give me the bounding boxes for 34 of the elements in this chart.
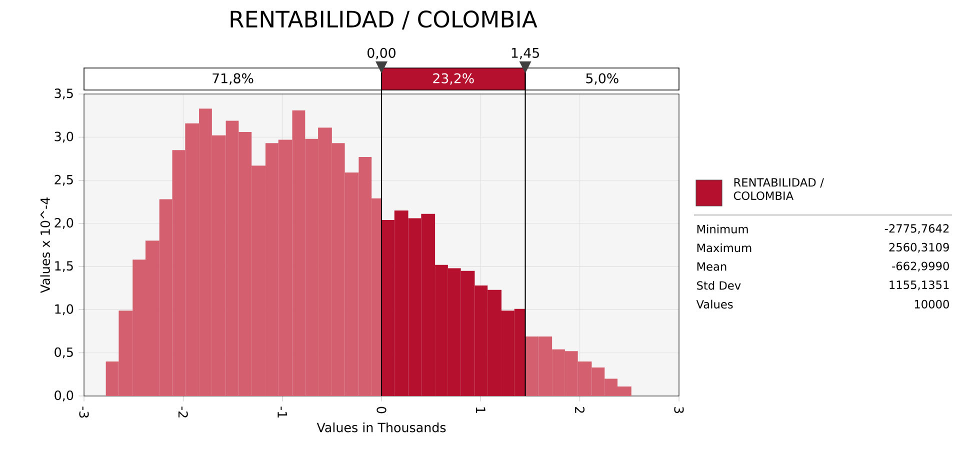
- y-tick-label: 2,5: [54, 174, 73, 186]
- y-tick-label: 3,5: [54, 88, 73, 100]
- text: Mean: [697, 262, 726, 271]
- x-tick-label: -1: [278, 406, 287, 418]
- x-tick-label: 1: [476, 407, 486, 413]
- x-tick-label: 3: [674, 406, 684, 414]
- text: Values: [696, 300, 733, 309]
- x-axis-title: Values in Thousands: [316, 422, 446, 432]
- text: 2560,3109: [889, 242, 949, 253]
- chart-title: RENTABILIDAD / COLOMBIA: [230, 10, 538, 30]
- text: -662,9990: [892, 262, 949, 272]
- ref-line-label: 0,00: [368, 48, 396, 60]
- text: 5,0%: [586, 73, 618, 85]
- legend-label: RENTABILIDAD / COLOMBIA: [734, 178, 824, 200]
- text: 23,2%: [433, 73, 474, 85]
- text: 10000: [914, 300, 949, 308]
- text: Maximum: [697, 243, 752, 252]
- y-tick-label: 2,0: [54, 218, 74, 229]
- x-tick-label: 0: [376, 406, 386, 414]
- text: -2775,7642: [884, 224, 949, 234]
- y-tick-label: 0,0: [54, 390, 74, 402]
- y-tick-label: 1,5: [55, 261, 73, 272]
- ref-line-label: 1,45: [512, 48, 539, 60]
- x-tick-label: -2: [178, 406, 188, 418]
- x-tick-label: -3: [79, 406, 89, 418]
- y-tick-label: 1,0: [55, 304, 74, 316]
- y-tick-label: 0,5: [54, 347, 73, 358]
- x-tick-label: 2: [575, 406, 585, 413]
- text: 1155,1351: [890, 280, 949, 290]
- text: Std Dev: [697, 281, 741, 290]
- text: Minimum: [697, 224, 748, 234]
- text: 71,8%: [212, 73, 254, 85]
- y-tick-label: 3,0: [54, 132, 74, 143]
- y-axis-title: Values x 10^-4: [40, 198, 50, 294]
